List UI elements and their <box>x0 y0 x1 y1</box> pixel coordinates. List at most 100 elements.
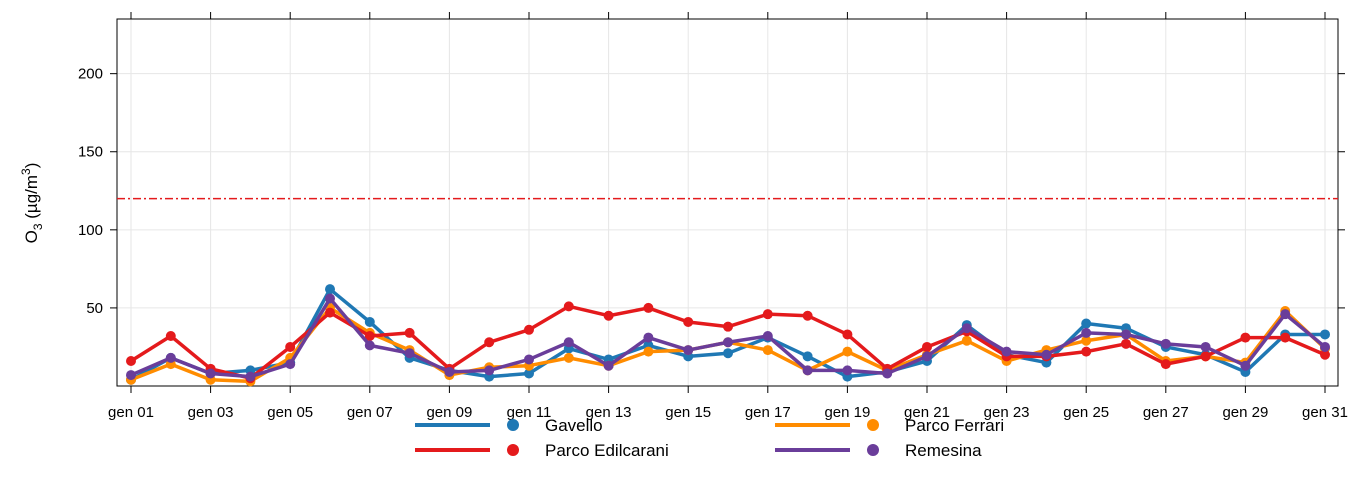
data-point-parco-edilcarani <box>1160 359 1171 370</box>
data-point-remesina <box>643 332 654 343</box>
series-layer <box>126 284 1330 387</box>
y-axis-title-sub: 3 <box>31 223 45 230</box>
y-tick-label: 200 <box>78 66 103 83</box>
data-point-remesina <box>563 337 574 348</box>
legend-marker-gavello <box>507 419 519 431</box>
x-tick-label: gen 13 <box>586 404 632 421</box>
x-tick-label: gen 17 <box>745 404 791 421</box>
data-point-remesina <box>126 370 136 381</box>
plot-frame <box>116 18 1339 387</box>
data-point-parco-edilcarani <box>1081 346 1092 357</box>
data-point-remesina <box>1081 327 1092 338</box>
y-tick-label: 150 <box>78 144 103 161</box>
data-point-parco-ferrari <box>842 346 853 357</box>
data-point-remesina <box>444 366 455 377</box>
data-point-parco-edilcarani <box>126 356 136 367</box>
data-point-remesina <box>245 371 256 382</box>
legend-marker-remesina <box>867 444 879 456</box>
legend-label-parco-edilcarani: Parco Edilcarani <box>545 441 669 460</box>
data-point-remesina <box>922 351 932 362</box>
x-tick-label: gen 05 <box>267 404 313 421</box>
data-point-parco-edilcarani <box>364 331 375 342</box>
data-point-parco-edilcarani <box>1240 332 1251 343</box>
data-point-parco-edilcarani <box>1320 349 1330 360</box>
grid-lines <box>117 19 1338 386</box>
data-point-parco-edilcarani <box>1121 338 1131 349</box>
data-point-remesina <box>802 365 813 376</box>
legend: Gavello Parco Ferrari Parco Edilcarani Reme… <box>415 416 1004 460</box>
x-tick-label: gen 09 <box>426 404 472 421</box>
data-point-remesina <box>524 354 534 365</box>
data-point-remesina <box>882 368 893 379</box>
data-point-remesina <box>285 359 296 370</box>
data-point-parco-edilcarani <box>484 337 495 348</box>
y-tick-label: 50 <box>86 300 103 317</box>
x-tick-label: gen 29 <box>1222 404 1268 421</box>
data-point-gavello <box>524 368 534 379</box>
y-axis-title: O3 (µg/m3) <box>19 163 45 244</box>
data-point-remesina <box>1240 360 1251 371</box>
data-point-remesina <box>205 368 216 379</box>
data-point-remesina <box>842 365 853 376</box>
data-point-parco-edilcarani <box>603 310 614 321</box>
y-tick-label: 100 <box>78 222 103 239</box>
data-point-remesina <box>1200 341 1211 352</box>
x-tick-label: gen 21 <box>904 404 950 421</box>
data-point-parco-ferrari <box>563 352 574 363</box>
data-point-remesina <box>484 365 495 376</box>
data-point-parco-edilcarani <box>325 307 335 318</box>
data-point-remesina <box>404 348 415 359</box>
data-point-parco-edilcarani <box>842 329 853 340</box>
data-point-parco-edilcarani <box>285 341 296 352</box>
y-axis-title-unit-post: ) <box>22 163 41 169</box>
data-point-remesina <box>762 331 773 342</box>
data-point-remesina <box>165 352 176 363</box>
x-axis: gen 01 gen 03 gen 05 gen 07 gen 09 gen 11 gen … <box>108 12 1348 421</box>
y-axis-title-unit-sup: 3 <box>19 168 33 175</box>
data-point-gavello <box>364 316 375 327</box>
y-axis: 50 100 150 200 <box>78 66 1345 317</box>
data-point-parco-ferrari <box>961 335 972 346</box>
data-point-remesina <box>325 293 335 304</box>
y-axis-title-unit-pre: (µg/m <box>22 175 41 224</box>
data-point-remesina <box>683 345 694 356</box>
x-tick-label: gen 27 <box>1143 404 1189 421</box>
data-point-parco-edilcarani <box>404 327 415 338</box>
x-tick-label: gen 01 <box>108 404 154 421</box>
data-point-parco-edilcarani <box>683 316 694 327</box>
x-tick-label: gen 11 <box>507 404 552 421</box>
x-tick-label: gen 15 <box>665 404 711 421</box>
data-point-parco-edilcarani <box>165 331 176 342</box>
x-tick-label: gen 31 <box>1302 404 1348 421</box>
data-point-remesina <box>961 323 972 334</box>
x-tick-label: gen 25 <box>1063 404 1109 421</box>
x-tick-label: gen 07 <box>347 404 393 421</box>
data-point-parco-edilcarani <box>1280 332 1291 343</box>
legend-marker-parco-edilcarani <box>507 444 519 456</box>
legend-marker-parco-ferrari <box>867 419 879 431</box>
data-point-remesina <box>1320 341 1330 352</box>
data-point-parco-ferrari <box>643 346 654 357</box>
x-tick-label: gen 03 <box>188 404 234 421</box>
data-point-parco-ferrari <box>762 345 773 356</box>
data-point-gavello <box>723 348 733 359</box>
data-point-remesina <box>364 340 375 351</box>
data-point-parco-edilcarani <box>723 321 733 332</box>
data-point-gavello <box>325 284 335 295</box>
data-point-gavello <box>1081 318 1092 329</box>
data-point-remesina <box>1280 309 1291 320</box>
data-point-gavello <box>802 351 813 362</box>
data-point-remesina <box>1041 349 1052 360</box>
data-point-remesina <box>1160 338 1171 349</box>
data-point-gavello <box>1320 329 1330 340</box>
data-point-parco-edilcarani <box>762 309 773 320</box>
data-point-parco-edilcarani <box>524 324 534 335</box>
legend-label-remesina: Remesina <box>905 441 982 460</box>
data-point-parco-edilcarani <box>922 341 932 352</box>
x-tick-label: gen 19 <box>824 404 870 421</box>
data-point-parco-edilcarani <box>563 301 574 312</box>
data-point-remesina <box>603 360 614 371</box>
data-point-remesina <box>723 337 733 348</box>
x-tick-label: gen 23 <box>984 404 1030 421</box>
